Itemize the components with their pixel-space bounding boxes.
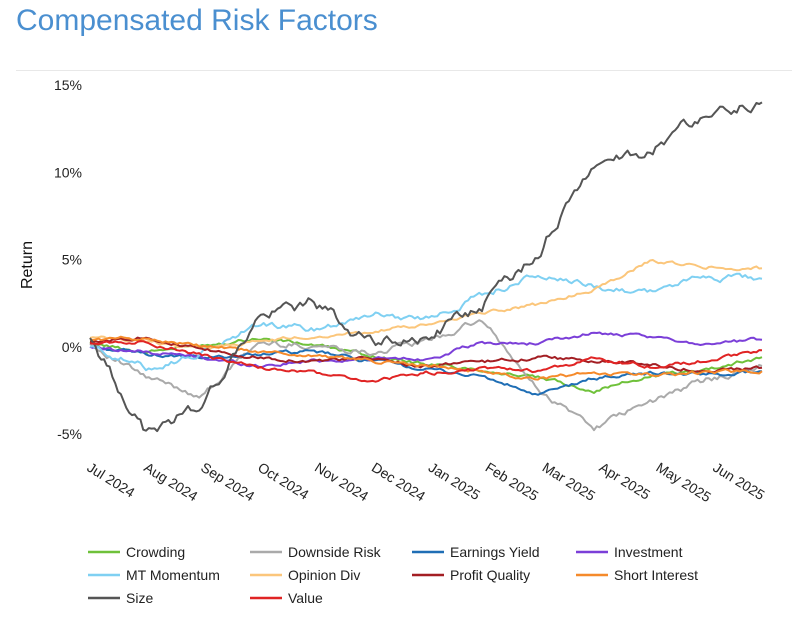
x-tick-label: Jun 2025 [710, 459, 768, 503]
legend: Crowding Downside Risk Earnings Yield Inves… [88, 544, 698, 606]
series-line-size [89, 101, 763, 433]
legend-label: Crowding [126, 544, 185, 560]
legend-label: Downside Risk [288, 544, 382, 560]
title-divider [16, 70, 792, 71]
y-tick-label: 5% [62, 252, 82, 268]
series-lines [89, 101, 763, 433]
x-tick-label: May 2025 [653, 459, 714, 505]
legend-label: Opinion Div [288, 567, 360, 583]
x-tick-label: Feb 2025 [483, 459, 542, 504]
legend-label: Value [288, 590, 323, 606]
x-tick-label: Aug 2024 [141, 459, 200, 504]
y-tick-label: 15% [54, 77, 82, 93]
legend-label: Profit Quality [450, 567, 530, 583]
x-tick-label: Mar 2025 [540, 459, 599, 504]
x-tick-label: Jul 2024 [84, 459, 138, 501]
x-tick-label: Dec 2024 [369, 459, 428, 504]
y-tick-label: 0% [62, 339, 82, 355]
legend-label: Size [126, 590, 153, 606]
x-tick-label: Nov 2024 [312, 459, 371, 504]
y-axis-label-group: Return [19, 241, 36, 289]
x-tick-label: Sep 2024 [198, 459, 257, 504]
series-line-value [89, 340, 763, 383]
y-axis-label: Return [19, 241, 36, 289]
x-tick-label: Oct 2024 [255, 459, 312, 503]
legend-label: Investment [614, 544, 683, 560]
page-title: Compensated Risk Factors [16, 4, 378, 37]
series-line-earnings-yield [89, 345, 763, 396]
series-line-opinion-div [89, 259, 763, 350]
series-line-mt-momentum [89, 272, 763, 372]
series-line-short-interest [89, 335, 763, 381]
series-line-investment [89, 331, 763, 369]
x-tick-label: Jan 2025 [426, 459, 484, 503]
legend-label: MT Momentum [126, 567, 220, 583]
legend-label: Short Interest [614, 567, 698, 583]
y-tick-labels: 15% 10% 5% 0% -5% [54, 77, 82, 442]
y-tick-label: -5% [57, 426, 82, 442]
x-tick-label: Apr 2025 [597, 459, 654, 503]
y-tick-label: 10% [54, 164, 82, 180]
legend-label: Earnings Yield [450, 544, 540, 560]
